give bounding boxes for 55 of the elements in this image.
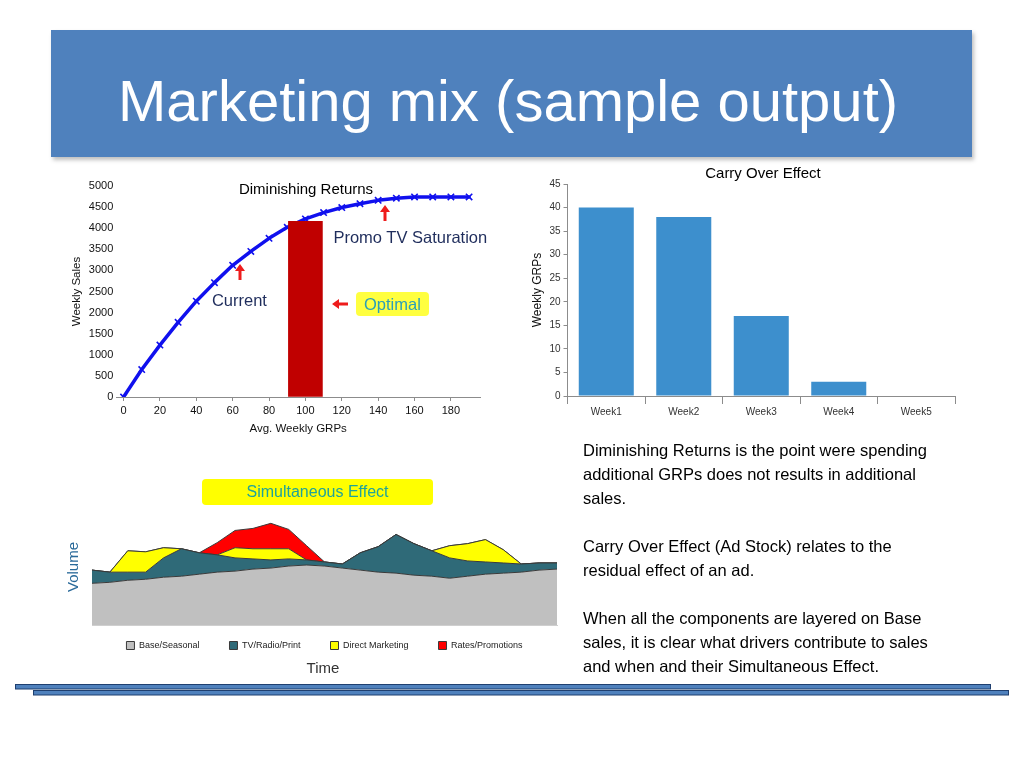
x-tick-label: 0 — [120, 403, 127, 416]
y-tick-label: 5 — [554, 366, 561, 378]
y-tick-label: 20 — [549, 295, 561, 307]
x-tick-label: Week2 — [668, 405, 700, 417]
chart-title: Simultaneous Effect — [246, 483, 389, 501]
y-tick-label: 1500 — [88, 326, 114, 339]
y-tick-label: 2000 — [88, 305, 114, 318]
text: Diminishing Returns is the point were spending additional GRPs does not results in additional sales. — [583, 440, 928, 509]
legend-label: Rates/Promotions — [451, 639, 524, 650]
legend-label: Base/Seasonal — [138, 639, 200, 650]
chart-title: Diminishing Returns — [238, 180, 374, 197]
y-tick-label: 4000 — [88, 221, 114, 234]
y-axis-title: Weekly GRPs — [529, 252, 544, 328]
x-tick-label: 80 — [262, 403, 276, 416]
y-tick-label: 4500 — [88, 200, 114, 213]
x-tick-label: 100 — [296, 403, 315, 416]
y-tick-label: 2500 — [88, 284, 114, 297]
y-tick-label: 30 — [549, 248, 561, 260]
x-tick-label: 40 — [190, 403, 203, 416]
y-tick-label: 40 — [549, 201, 561, 213]
y-tick-label: 10 — [549, 342, 561, 354]
y-tick-label: 45 — [549, 177, 561, 189]
y-tick-label: 35 — [549, 224, 561, 236]
x-tick-label: 160 — [405, 403, 424, 416]
x-axis-title: Time — [306, 659, 340, 676]
x-tick-label: Week4 — [823, 405, 855, 417]
y-tick-label: 15 — [549, 319, 561, 331]
annotation: Promo TV Saturation — [333, 227, 488, 247]
annotation: Current — [211, 291, 267, 311]
x-tick-label: 20 — [153, 403, 167, 416]
x-tick-label: 120 — [332, 403, 351, 416]
legend-label: TV/Radio/Print — [241, 639, 302, 650]
text: When all the components are layered on Base sales, it is clear what drivers contribute to sales and when and their Simultaneous Effect. — [583, 608, 929, 677]
x-tick-label: 180 — [441, 403, 461, 416]
x-axis-title: Avg. Weekly GRPs — [249, 422, 348, 435]
y-tick-label: 0 — [107, 390, 114, 403]
x-tick-label: Week1 — [590, 405, 623, 417]
legend-label: Direct Marketing — [343, 639, 409, 650]
y-tick-label: 1000 — [88, 347, 114, 360]
y-tick-label: 25 — [549, 271, 561, 283]
x-tick-label: Week3 — [745, 405, 778, 417]
y-tick-label: 500 — [94, 368, 114, 381]
x-tick-label: 140 — [368, 403, 388, 416]
x-tick-label: Week5 — [900, 405, 933, 417]
y-axis-title: Volume — [63, 541, 81, 593]
y-tick-label: 3000 — [88, 263, 114, 276]
text: Carry Over Effect (Ad Stock) relates to the residual effect of an ad. — [583, 536, 893, 581]
chart-title: Carry Over Effect — [705, 164, 821, 181]
y-tick-label: 5000 — [88, 179, 114, 192]
annotation: Optimal — [356, 292, 429, 316]
x-tick-label: 60 — [226, 403, 239, 416]
y-axis-title: Weekly Sales — [70, 256, 83, 327]
y-tick-label: 0 — [554, 389, 561, 401]
y-tick-label: 3500 — [88, 242, 114, 255]
text: Marketing mix (sample output) — [118, 68, 899, 133]
